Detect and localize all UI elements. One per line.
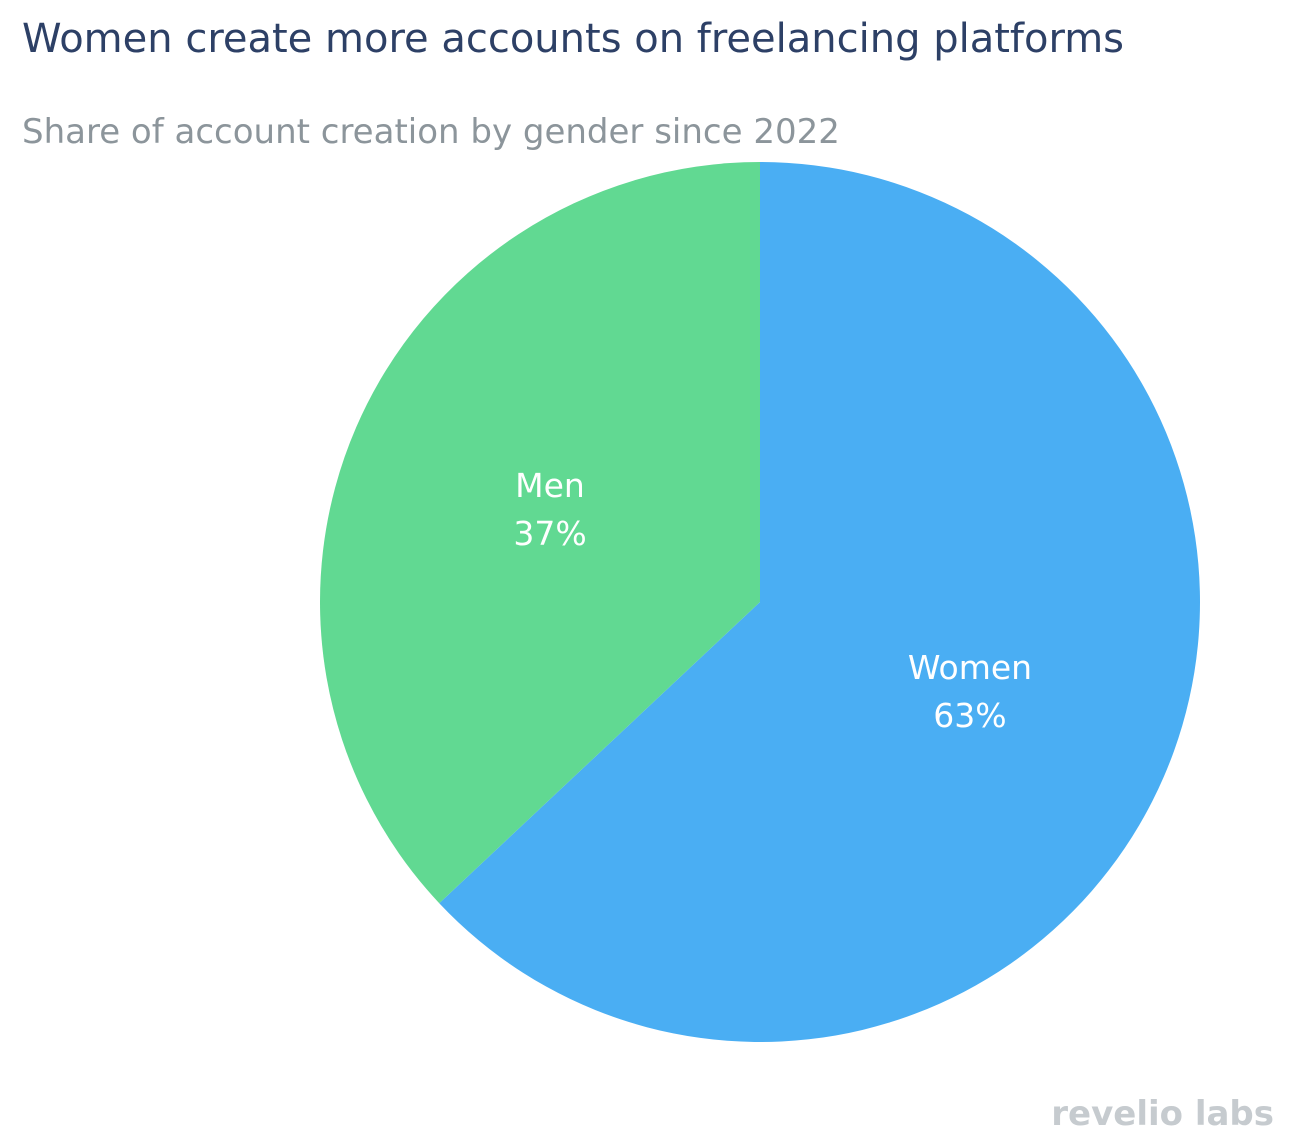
brand-logo: revelio labs	[1051, 1094, 1274, 1134]
slice-label-women: Women	[908, 648, 1032, 687]
slice-value-women: 63%	[933, 696, 1006, 735]
chart-subtitle: Share of account creation by gender sinc…	[22, 112, 840, 152]
pie-slice-women	[439, 162, 1201, 1042]
slice-label-men: Men	[515, 466, 585, 505]
pie-slice-men	[319, 162, 760, 904]
slice-value-men: 37%	[513, 514, 586, 553]
chart-title: Women create more accounts on freelancin…	[22, 16, 1124, 62]
